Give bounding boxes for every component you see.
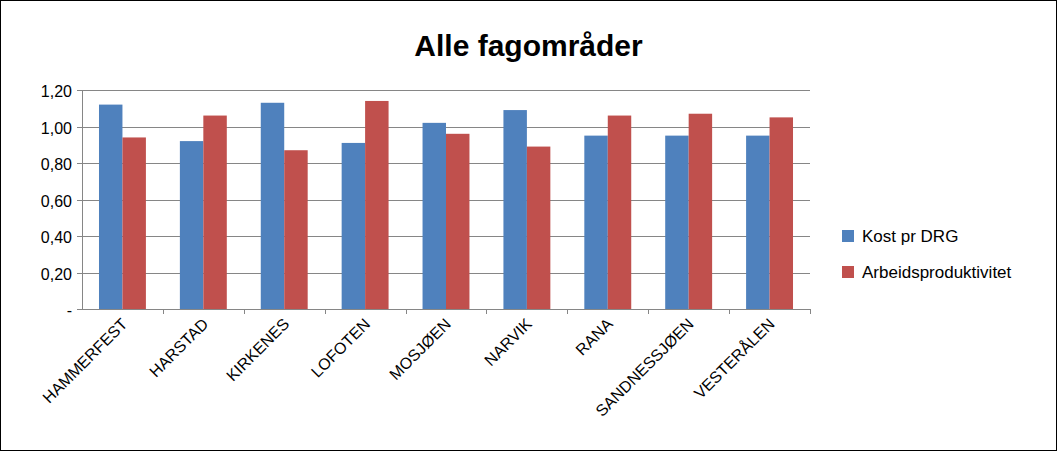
bar [746, 136, 769, 309]
x-tick-label: RANA [572, 315, 616, 359]
y-tick-label: 0,20 [41, 266, 72, 283]
x-tick-mark [486, 309, 487, 314]
bar [446, 134, 469, 309]
tick-mark [77, 127, 82, 128]
tick-mark [77, 163, 82, 164]
bar [608, 116, 631, 309]
y-tick-label: 0,80 [41, 156, 72, 173]
x-tick-mark [810, 309, 811, 314]
legend: Kost pr DRG Arbeidsproduktivitet [842, 227, 1012, 282]
x-tick-label: MOSJØEN [386, 315, 454, 383]
x-tick-label: HARSTAD [146, 315, 211, 380]
grid [77, 91, 810, 310]
y-tick-label: 1,00 [41, 120, 72, 137]
bar [261, 103, 284, 309]
bar [122, 137, 145, 309]
x-tick-label: NARVIK [481, 315, 535, 369]
legend-swatch [842, 230, 854, 242]
y-tick-label: 0,40 [41, 229, 72, 246]
x-tick-label: HAMMERFEST [39, 315, 130, 406]
tick-mark [77, 90, 82, 91]
tick-mark [77, 236, 82, 237]
x-tick-mark [244, 309, 245, 314]
tick-mark [77, 200, 82, 201]
chart: Alle fagområder - 0,20 0,40 0,60 0,80 1,00 1,20… [0, 0, 1057, 451]
title: Alle fagområder [414, 29, 643, 62]
bar [99, 105, 122, 309]
x-tick-mark [325, 309, 326, 314]
y-tick-label: - [67, 302, 72, 319]
grid-line [82, 309, 810, 310]
bar [584, 136, 607, 309]
bar [203, 116, 226, 309]
x-tick-label: SANDNESSJØEN [592, 315, 696, 419]
x-tick-mark [406, 309, 407, 314]
tick-mark [77, 273, 82, 274]
x-tick-mark [648, 309, 649, 314]
y-axis [82, 90, 83, 309]
grid-line [82, 90, 810, 91]
y-tick-label: 1,20 [41, 83, 72, 100]
bar [365, 101, 388, 309]
bar [180, 141, 203, 309]
x-tick-label: LOFOTEN [308, 315, 373, 380]
tick-mark [77, 309, 82, 310]
chart-border [1, 1, 1057, 451]
x-tick-mark [567, 309, 568, 314]
bar [527, 147, 550, 309]
bar [689, 114, 712, 309]
bar [284, 150, 307, 309]
x-tick-label: KIRKENES [223, 315, 292, 384]
bar [423, 123, 446, 309]
x-tick-mark [729, 309, 730, 314]
y-tick-label: 0,60 [41, 193, 72, 210]
legend-label: Arbeidsproduktivitet [862, 263, 1012, 282]
bar [770, 117, 793, 309]
x-axis [82, 309, 810, 310]
x-tick-label: VESTERÅLEN [690, 314, 778, 402]
bar [665, 136, 688, 309]
x-tick-mark [163, 309, 164, 314]
bar [342, 143, 365, 309]
legend-label: Kost pr DRG [862, 227, 958, 246]
legend-swatch [842, 266, 854, 278]
bar [503, 110, 526, 309]
bars [99, 101, 793, 309]
